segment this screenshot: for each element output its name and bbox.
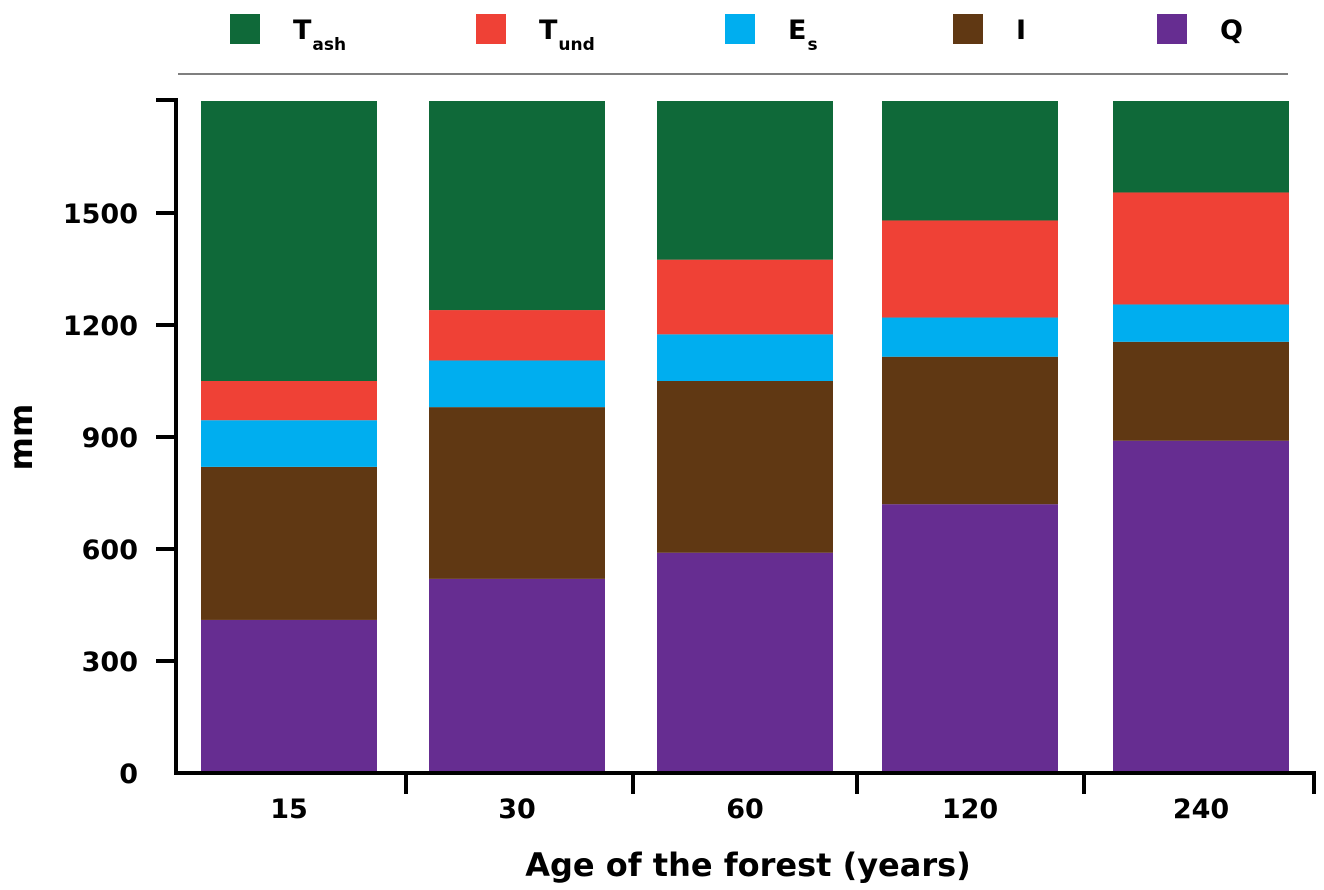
bar-es-240 [1113,304,1289,342]
x-tick-label: 240 [1173,794,1229,825]
y-axis: 0 300 600 900 1200 1500 [63,98,178,790]
x-tick-label: 120 [942,794,998,825]
bar-tund-15 [201,381,377,421]
y-tick-label: 0 [119,759,138,790]
bar-es-15 [201,420,377,467]
legend: Tash Tund Es I Q [230,14,1243,55]
legend-swatch [725,14,755,44]
bar-i-60 [657,381,833,553]
legend-swatch [230,14,260,44]
bar-i-120 [882,356,1058,505]
x-tick-label: 60 [726,794,764,825]
y-tick-label: 300 [82,647,138,678]
legend-label: Es [788,15,818,55]
legend-swatch [1157,14,1187,44]
bar-q-15 [201,619,377,773]
bar-es-30 [429,360,605,408]
legend-swatch [953,14,983,44]
bar-tund-60 [657,259,833,335]
bar-tash-240 [1113,101,1289,193]
bar-tash-120 [882,101,1058,221]
x-tick-label: 30 [498,794,536,825]
bar-i-15 [201,466,377,620]
y-axis-title: mm [2,404,40,471]
bar-q-240 [1113,440,1289,773]
legend-label: Tund [539,15,595,55]
bar-q-30 [429,578,605,773]
bar-tash-15 [201,101,377,381]
y-tick-label: 900 [82,423,138,454]
y-tick-label: 1500 [63,199,138,230]
bar-es-60 [657,334,833,381]
legend-swatch [476,14,506,44]
x-axis: 15 30 60 120 240 [174,771,1316,825]
bar-tund-30 [429,310,605,361]
x-axis-title: Age of the forest (years) [525,846,971,884]
bar-es-120 [882,317,1058,357]
bar-i-30 [429,407,605,579]
bar-tund-240 [1113,192,1289,305]
bar-i-240 [1113,341,1289,441]
bar-tund-120 [882,220,1058,318]
x-tick-label: 15 [270,794,308,825]
bar-tash-60 [657,101,833,260]
y-tick-label: 1200 [63,311,138,342]
bars [201,101,1289,773]
legend-label: Tash [293,15,346,55]
bar-q-60 [657,552,833,773]
legend-label: I [1016,15,1026,46]
legend-label: Q [1220,15,1243,46]
bar-tash-30 [429,101,605,311]
y-tick-label: 600 [82,535,138,566]
bar-q-120 [882,504,1058,773]
